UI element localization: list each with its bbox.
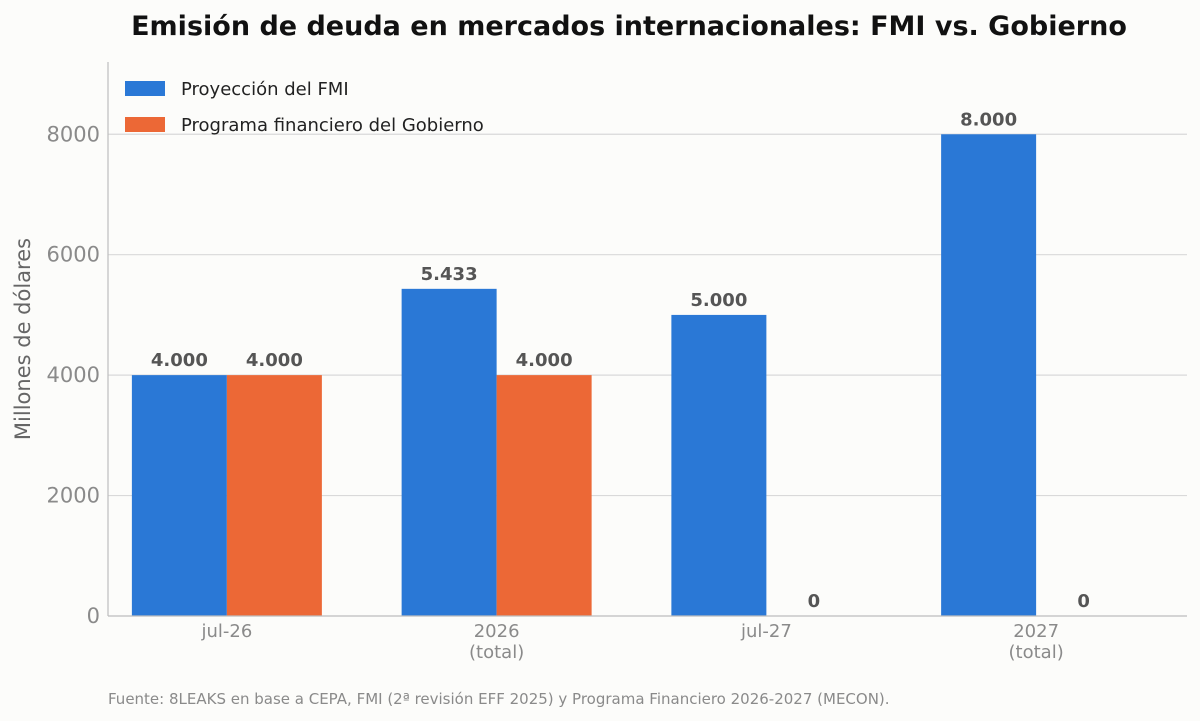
legend-swatch xyxy=(125,81,165,96)
data-label: 5.000 xyxy=(690,290,747,311)
legend-swatch xyxy=(125,117,165,132)
x-tick-label: jul-27 xyxy=(740,621,792,642)
bar-series-0-cat-2 xyxy=(671,314,767,616)
x-tick-label: 2027 xyxy=(1013,621,1059,642)
y-axis-label: Millones de dólares xyxy=(11,238,35,440)
data-label: 5.433 xyxy=(421,264,478,285)
x-tick-label: (total) xyxy=(1009,642,1064,663)
y-tick-label: 8000 xyxy=(47,122,100,146)
source-note: Fuente: 8LEAKS en base a CEPA, FMI (2ª r… xyxy=(108,690,890,708)
y-tick-label: 4000 xyxy=(47,363,100,387)
data-labels: 4.000 4.000 5.433 4.000 5.000 0 8.000 0 xyxy=(151,109,1090,612)
bar-series-0-cat-3 xyxy=(941,134,1037,616)
x-tick-label: jul-26 xyxy=(200,621,252,642)
bar-series-1-cat-0 xyxy=(226,375,322,616)
legend-label: Programa financiero del Gobierno xyxy=(181,115,484,136)
bar-series-1-cat-1 xyxy=(496,375,592,616)
data-label: 4.000 xyxy=(151,350,208,371)
x-tick-label: (total) xyxy=(469,642,524,663)
y-tick-label: 6000 xyxy=(47,243,100,267)
bar-series-0-cat-1 xyxy=(401,288,497,616)
data-label: 8.000 xyxy=(960,109,1017,130)
data-label: 4.000 xyxy=(246,350,303,371)
bars xyxy=(131,134,1037,616)
data-label: 4.000 xyxy=(516,350,573,371)
y-tick-label: 2000 xyxy=(47,484,100,508)
legend: Proyección del FMI Programa financiero de… xyxy=(125,79,484,136)
y-tick-label: 0 xyxy=(87,604,100,628)
bar-series-0-cat-0 xyxy=(131,375,227,616)
x-tick-label: 2026 xyxy=(474,621,520,642)
chart-title: Emisión de deuda en mercados internacion… xyxy=(131,11,1127,42)
data-label: 0 xyxy=(1077,591,1090,612)
data-label: 0 xyxy=(808,591,821,612)
legend-label: Proyección del FMI xyxy=(181,79,349,100)
